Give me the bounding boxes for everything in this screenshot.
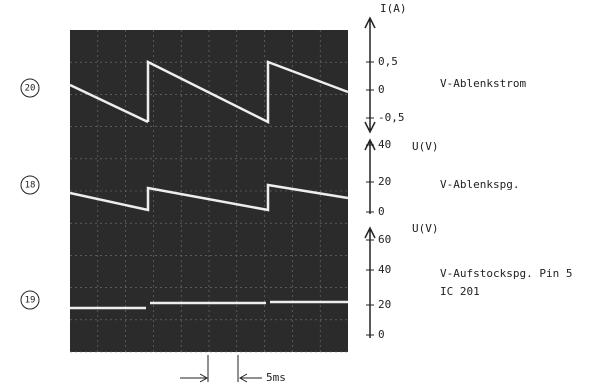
tick-label: 40 <box>378 263 391 276</box>
tick-label: 40 <box>378 138 391 151</box>
tick-label: 0 <box>378 83 385 96</box>
axis-label: U(V) <box>412 140 439 153</box>
axis-ticks: 0,5 0 -0,5 40 20 0 60 40 20 0 <box>366 55 405 341</box>
trace-marker: 20 <box>25 84 36 94</box>
timebase-marker <box>180 355 262 382</box>
timebase-label: 5ms <box>266 371 286 384</box>
tick-label: 0 <box>378 205 385 218</box>
trace-label: V-Aufstockspg. Pin 5 <box>440 267 572 280</box>
trace-label: V-Ablenkspg. <box>440 178 519 191</box>
axis-voltage-2 <box>365 228 375 338</box>
trace-label: IC 201 <box>440 285 480 298</box>
tick-label: 20 <box>378 175 391 188</box>
axis-label: U(V) <box>412 222 439 235</box>
tick-label: 20 <box>378 298 391 311</box>
tick-label: 60 <box>378 233 391 246</box>
trace-marker: 19 <box>25 296 36 306</box>
axis-label: I(A) <box>380 2 407 15</box>
tick-label: 0,5 <box>378 55 398 68</box>
tick-label: 0 <box>378 328 385 341</box>
tick-label: -0,5 <box>378 111 405 124</box>
trace-marker: 18 <box>25 181 36 191</box>
trace-label: V-Ablenkstrom <box>440 77 526 90</box>
axis-voltage-1 <box>365 140 375 214</box>
figure: 0,5 0 -0,5 40 20 0 60 40 20 0 I(A) U(V) U(V) 20 1… <box>0 0 594 388</box>
axis-current <box>365 18 375 132</box>
